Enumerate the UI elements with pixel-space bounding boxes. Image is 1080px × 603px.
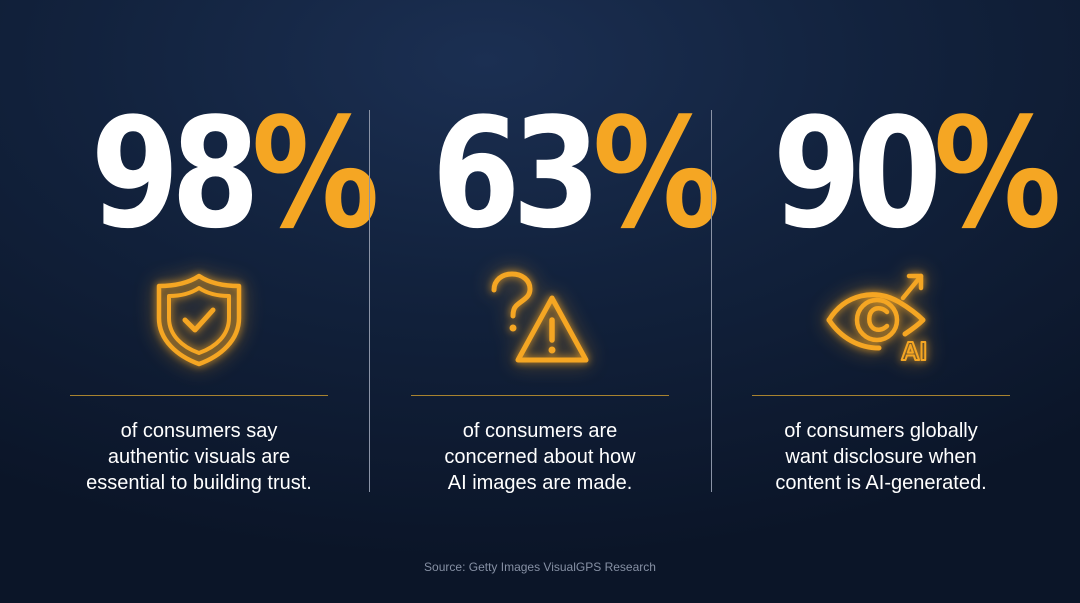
caption-line: AI images are made.: [447, 472, 633, 494]
stat-digits: 98: [90, 85, 260, 262]
caption-line: authentic visuals are: [107, 446, 291, 468]
caption-line: of consumers globally: [784, 420, 978, 442]
column-divider: [711, 110, 712, 492]
stat-digits: 63: [431, 85, 601, 262]
stat-column-2: 63% of consumers are concerned about how…: [411, 0, 721, 603]
percent-sign: %: [592, 85, 721, 262]
percent-sign: %: [251, 85, 380, 262]
shield-check-icon: [149, 268, 249, 368]
stat-caption: of consumers globally want disclosure wh…: [752, 418, 1010, 496]
stat-caption: of consumers say authentic visuals are e…: [70, 418, 328, 496]
column-divider: [369, 110, 370, 492]
question-warning-icon: [490, 268, 590, 368]
eye-ai-icon: AI: [826, 268, 931, 368]
stat-caption: of consumers are concerned about how AI …: [411, 418, 669, 496]
caption-line: essential to building trust.: [86, 472, 312, 494]
stat-column-3: 90% AI of consumers globally want disclo…: [752, 0, 1062, 603]
caption-line: of consumers are: [462, 420, 618, 442]
ai-label: AI: [901, 336, 927, 366]
divider-rule: [411, 395, 669, 396]
stat-value: 90%: [773, 98, 1062, 250]
stat-digits: 90: [772, 85, 942, 262]
divider-rule: [70, 395, 328, 396]
source-note: Source: Getty Images VisualGPS Research: [424, 560, 656, 574]
caption-line: want disclosure when: [785, 446, 977, 468]
percent-sign: %: [933, 85, 1062, 262]
caption-line: concerned about how: [444, 446, 636, 468]
caption-line: of consumers say: [120, 420, 278, 442]
stat-value: 63%: [432, 98, 721, 250]
divider-rule: [752, 395, 1010, 396]
stat-column-1: 98% of consumers say authentic visuals a…: [70, 0, 380, 603]
stat-value: 98%: [91, 98, 380, 250]
caption-line: content is AI-generated.: [775, 472, 987, 494]
